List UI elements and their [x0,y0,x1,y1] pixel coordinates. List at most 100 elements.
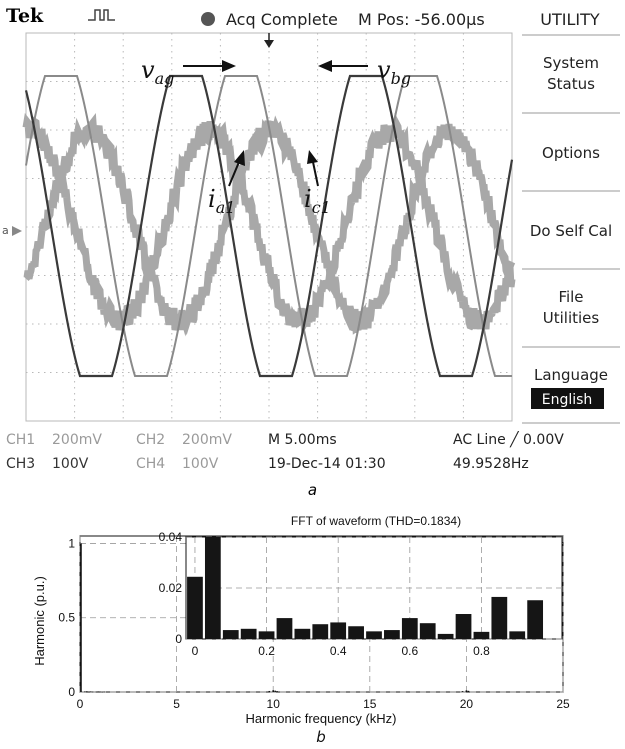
inset-x-tick-label: 0 [192,644,199,658]
inset-bar [277,618,293,639]
oscilloscope-screenshot: Tek Acq Complete M Pos: -56.00µs a UTILI… [0,0,625,480]
inset-bar [330,622,346,639]
inset-x-tick-label: 0.2 [258,644,275,658]
inset-bar [384,630,400,639]
vbg-symbol: v [377,56,391,84]
menu-item-label: File [558,288,583,306]
ch4-scale: 100V [182,456,219,472]
inset-x-tick-label: 0.8 [473,644,490,658]
inset-bar [223,630,239,639]
inset-bar [312,624,328,639]
y-tick-label: 0 [68,685,75,699]
main-bar [80,543,82,692]
inset-bar [241,629,257,639]
menu-item-label: Status [547,75,595,93]
inset-y-tick-label: 0.02 [159,581,183,595]
menu-button-options[interactable]: Options [522,114,620,190]
main-bar [103,692,105,693]
ia1-subscript: a1 [216,198,236,217]
main-bar [269,691,271,692]
main-bar [468,691,470,692]
inset-bar [205,537,221,639]
ch1-scale: 200mV [52,432,102,448]
inset-bar [491,597,507,639]
menu-button-bg[interactable] [522,348,620,422]
time-per-div: M 5.00ms [268,432,337,448]
acquisition-status: Acq Complete [226,10,338,29]
x-tick-label: 15 [363,697,377,711]
x-tick-label: 10 [267,697,281,711]
inset-bar [474,632,490,639]
ch1-label: CH1 [6,432,35,448]
menu-button-system-status[interactable]: System Status [522,36,620,112]
menu-button-bg[interactable] [522,270,620,346]
ch2-label: CH2 [136,432,165,448]
fft-chart: FFT of waveform (THD=0.1834) 0 5 10 15 20 250… [0,506,625,746]
inset-title: FFT of waveform (THD=0.1834) [291,514,461,528]
horizontal-position: M Pos: -56.00µs [358,10,485,29]
main-bar [462,691,464,692]
menu-button-do-self-cal[interactable]: Do Self Cal [522,192,620,268]
capture-date: 19-Dec-14 01:30 [268,456,386,472]
y-axis-label: Harmonic (p.u.) [32,576,47,666]
trigger-setting: AC Line ╱ 0.00V [453,431,564,448]
main-bar [101,692,103,693]
y-tick-label: 1 [68,536,75,550]
menu-button-file-utilities[interactable]: File Utilities [522,270,620,346]
menu-item-label: Options [542,144,600,162]
main-bar [466,690,468,692]
main-bar [274,691,276,692]
ch3-label: CH3 [6,456,35,472]
y-tick-label: 0.5 [58,611,75,625]
main-bar [99,692,101,693]
ch4-label: CH4 [136,456,165,472]
inset-bar [402,618,418,639]
vag-subscript: ag [155,69,175,88]
main-bar [276,691,278,692]
language-value: English [542,392,593,408]
menu-title: UTILITY [540,10,600,29]
main-bar [84,691,86,692]
inset-x-tick-label: 0.4 [330,644,347,658]
menu-item-label: Do Self Cal [530,222,612,240]
x-tick-label: 5 [173,697,180,711]
trigger-frequency: 49.9528Hz [453,456,529,472]
main-bar [96,692,98,693]
inset-plot: 0 0.2 0.4 0.6 0.8 0 0.02 0.04 [159,530,562,658]
inset-bar [187,577,203,639]
x-tick-label: 0 [77,697,84,711]
inset-bar [509,631,525,639]
acquisition-status-icon [201,12,215,26]
ic1-symbol: i [304,185,312,213]
inset-y-tick-label: 0.04 [159,530,183,544]
vag-symbol: v [141,56,155,84]
inset-bar [348,626,364,639]
inset-bar [420,623,436,639]
inset-x-tick-label: 0.6 [401,644,418,658]
ch2-scale: 200mV [182,432,232,448]
channel-marker-label: a [2,224,9,237]
inset-bar [438,634,454,639]
menu-item-label: Utilities [543,309,600,327]
menu-item-label: System [543,54,599,72]
x-tick-label: 25 [556,697,570,711]
inset-bar [295,629,311,639]
main-bar [86,691,88,692]
inset-bar [527,600,543,639]
inset-y-tick-label: 0 [175,632,182,646]
inset-bar [456,614,472,639]
inset-bar [366,631,382,639]
ic1-subscript: c1 [312,198,331,217]
caption-b: b [316,728,326,746]
ia1-symbol: i [208,185,216,213]
main-bar [92,692,94,693]
caption-a: a [0,481,625,499]
menu-button-language[interactable]: Language English [522,348,620,422]
menu-button-bg[interactable] [522,36,620,112]
language-label: Language [534,366,608,384]
brand-logo: Tek [6,5,44,27]
main-bar [272,690,274,692]
x-tick-label: 20 [460,697,474,711]
main-bar [98,691,100,692]
inset-bar [259,631,275,639]
